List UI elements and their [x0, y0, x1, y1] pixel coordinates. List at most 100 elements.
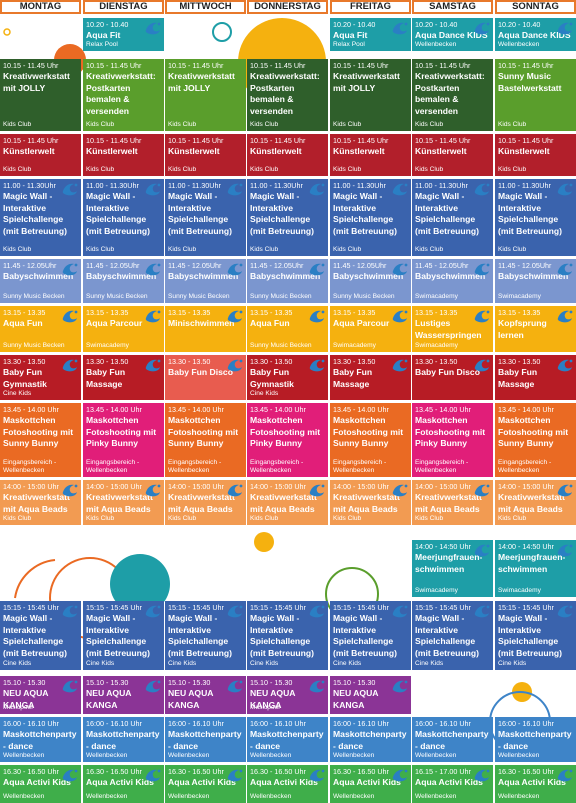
event-card[interactable]: 11.45 - 12.05Uhr Babyschwimmen Sunny Music… — [247, 259, 328, 303]
wave-icon — [473, 20, 491, 36]
event-card[interactable]: 10.15 - 11.45 Uhr Künstlerwelt Kids Club — [165, 134, 246, 176]
event-card[interactable]: 15:15 - 15:45 Uhr Magic Wall - Interaktiv… — [247, 601, 328, 670]
event-card[interactable]: 11.45 - 12.05Uhr Babyschwimmen Sunny Music… — [83, 259, 164, 303]
event-card[interactable]: 15.10 - 15.30 NEU AQUA KANGA — [165, 676, 246, 714]
event-card[interactable]: 13.45 - 14.00 Uhr Maskottchen Fotoshootin… — [412, 403, 493, 477]
event-card[interactable]: 14:00 - 15:00 Uhr Kreativwerkstatt mit Aq… — [247, 480, 328, 525]
event-card[interactable]: 13.15 - 13.35 Aqua Fun Sunny Music Becken — [0, 306, 81, 352]
event-card[interactable]: 10.15 - 11.45 Uhr Künstlerwelt Kids Club — [495, 134, 576, 176]
event-card[interactable]: 11.00 - 11.30Uhr Magic Wall - Interaktive… — [495, 179, 576, 256]
event-card[interactable]: 10.15 - 11.45 Uhr Kreativwerkstatt: Postk… — [83, 59, 164, 131]
event-card[interactable]: 14:00 - 15:00 Uhr Kreativwerkstatt mit Aq… — [330, 480, 411, 525]
event-card[interactable]: 10.15 - 11.45 Uhr Kreativwerkstatt mit JO… — [165, 59, 246, 131]
event-card[interactable]: 13.15 - 13.35 Lustiges Wasserspringen Swim… — [412, 306, 493, 352]
event-card[interactable]: 15.10 - 15.30 NEU AQUA KANGA Musicpool — [0, 676, 81, 714]
event-card[interactable]: 11.45 - 12.05Uhr Babyschwimmen Sunny Music… — [165, 259, 246, 303]
event-card[interactable]: 13.45 - 14.00 Uhr Maskottchen Fotoshootin… — [0, 403, 81, 477]
event-card[interactable]: 16.30 - 16.50 Uhr Aqua Activi Kids Wellenb… — [165, 765, 246, 803]
event-card[interactable]: 13.30 - 13.50 Baby Fun Massage — [495, 355, 576, 400]
event-card[interactable]: 13.15 - 13.35 Aqua Fun Sunny Music Becken — [247, 306, 328, 352]
event-card[interactable]: 13.30 - 13.50 Baby Fun Massage — [83, 355, 164, 400]
event-card[interactable]: 10.15 - 11.45 Uhr Künstlerwelt Kids Club — [412, 134, 493, 176]
event-card[interactable]: 16.30 - 16.50 Uhr Aqua Activi Kids Wellenb… — [330, 765, 411, 803]
event-card[interactable]: 13.15 - 13.35 Aqua Parcour Swimacademy — [83, 306, 164, 352]
event-card[interactable]: 10.15 - 11.45 Uhr Künstlerwelt Kids Club — [0, 134, 81, 176]
event-card[interactable]: 14:00 - 15:00 Uhr Kreativwerkstatt mit Aq… — [495, 480, 576, 525]
event-card[interactable]: 16:00 - 16.10 Uhr Maskottchenparty - danc… — [83, 717, 164, 762]
event-card[interactable]: 10.15 - 11.45 Uhr Künstlerwelt Kids Club — [83, 134, 164, 176]
event-card[interactable]: 14:00 - 15:00 Uhr Kreativwerkstatt mit Aq… — [412, 480, 493, 525]
event-card[interactable]: 11.45 - 12.05Uhr Babyschwimmen Sunny Music… — [330, 259, 411, 303]
event-card[interactable]: 13.30 - 13.50 Baby Fun Disco — [412, 355, 493, 400]
event-card[interactable]: 13.45 - 14.00 Uhr Maskottchen Fotoshootin… — [495, 403, 576, 477]
event-card[interactable]: 11.00 - 11.30Uhr Magic Wall - Interaktive… — [0, 179, 81, 256]
event-title: Aqua Activi Kids — [3, 777, 71, 787]
event-card[interactable]: 13.30 - 13.50 Baby Fun Gymnastik Cine Kids — [247, 355, 328, 400]
event-card[interactable]: 15:15 - 15:45 Uhr Magic Wall - Interaktiv… — [330, 601, 411, 670]
event-card[interactable]: 16.30 - 16.50 Uhr Aqua Activi Kids Wellenb… — [247, 765, 328, 803]
event-card[interactable]: 14:00 - 15:00 Uhr Kreativwerkstatt mit Aq… — [165, 480, 246, 525]
event-card[interactable]: 11.45 - 12.05Uhr Babyschwimmen Swimacademy — [412, 259, 493, 303]
event-card[interactable]: 10.15 - 11.45 Uhr Kreativwerkstatt mit JO… — [0, 59, 81, 131]
event-card[interactable]: 14:00 - 15:00 Uhr Kreativwerkstatt mit Aq… — [0, 480, 81, 525]
event-card[interactable]: 15.10 - 15.30 NEU AQUA KANGA — [330, 676, 411, 714]
event-card[interactable]: 10.15 - 11.45 Uhr Künstlerwelt Kids Club — [247, 134, 328, 176]
event-card[interactable]: 13.45 - 14.00 Uhr Maskottchen Fotoshootin… — [330, 403, 411, 477]
event-title: Baby Fun Massage — [498, 367, 538, 389]
event-card[interactable]: 10.15 - 11.45 Uhr Kreativwerkstatt: Postk… — [412, 59, 493, 131]
event-card[interactable]: 15:15 - 15:45 Uhr Magic Wall - Interaktiv… — [412, 601, 493, 670]
event-card[interactable]: 14:00 - 14:50 Uhr Meerjungfrauen- schwimm… — [495, 540, 576, 597]
event-card[interactable]: 16:00 - 16.10 Uhr Maskottchenparty - danc… — [412, 717, 493, 762]
event-title: Meerjungfrauen- schwimmen — [498, 552, 566, 574]
event-card[interactable]: 15:15 - 15:45 Uhr Magic Wall - Interaktiv… — [0, 601, 81, 670]
event-card[interactable]: 15:15 - 15:45 Uhr Magic Wall - Interaktiv… — [165, 601, 246, 670]
event-card[interactable]: 16.30 - 16.50 Uhr Aqua Activi Kids Wellenb… — [83, 765, 164, 803]
event-card[interactable]: 11.00 - 11.30Uhr Magic Wall - Interaktive… — [330, 179, 411, 256]
event-card[interactable]: 16.30 - 16.50 Uhr Aqua Activi Kids Wellenb… — [495, 765, 576, 803]
event-card[interactable]: 13.15 - 13.35 Minischwimmen — [165, 306, 246, 352]
event-card[interactable]: 16:00 - 16.10 Uhr Maskottchenparty - danc… — [495, 717, 576, 762]
event-title: Magic Wall - Interaktive Spielchallenge … — [86, 613, 150, 658]
event-card[interactable]: 16.00 - 16.10 Uhr Maskottchenparty - danc… — [0, 717, 81, 762]
event-card[interactable]: 10.20 - 10.40 Aqua Fit Relax Pool — [330, 18, 411, 51]
event-card[interactable]: 11.00 - 11.30Uhr Magic Wall - Interaktive… — [83, 179, 164, 256]
event-card[interactable]: 13.30 - 13.50 Baby Fun Massage — [330, 355, 411, 400]
event-time: 14:00 - 15:00 Uhr — [415, 482, 471, 491]
event-card[interactable]: 13.15 - 13.35 Kopfsprung lernen — [495, 306, 576, 352]
event-card[interactable]: 16.15 - 17.00 Uhr Aqua Activi Kids Wellenb… — [412, 765, 493, 803]
event-location: Wellenbecken — [250, 793, 292, 800]
event-time: 10.20 - 10.40 — [86, 20, 129, 29]
event-card[interactable]: 10.20 - 10.40 Aqua Dance KIDS Wellenbecken — [412, 18, 493, 51]
event-card[interactable]: 13.15 - 13.35 Aqua Parcour Swimacademy — [330, 306, 411, 352]
event-card[interactable]: 10.15 - 11.45 Uhr Kreativwerkstatt: Postk… — [247, 59, 328, 131]
event-card[interactable]: 13.45 - 14.00 Uhr Maskottchen Fotoshootin… — [247, 403, 328, 477]
event-card[interactable]: 13.45 - 14.00 Uhr Maskottchen Fotoshootin… — [83, 403, 164, 477]
event-card[interactable]: 15:15 - 15:45 Uhr Magic Wall - Interaktiv… — [83, 601, 164, 670]
event-card[interactable]: 11.00 - 11.30Uhr Magic Wall - Interaktive… — [165, 179, 246, 256]
event-card[interactable]: 16:00 - 16.10 Uhr Maskottchenparty - danc… — [165, 717, 246, 762]
event-card[interactable]: 14:00 - 14:50 Uhr Meerjungfrauen- schwimm… — [412, 540, 493, 597]
event-card[interactable]: 13.45 - 14.00 Uhr Maskottchen Fotoshootin… — [165, 403, 246, 477]
event-card[interactable]: 10.15 - 11.45 Uhr Kreativwerkstatt mit JO… — [330, 59, 411, 131]
event-card[interactable]: 16:00 - 16.10 Uhr Maskottchenparty - danc… — [330, 717, 411, 762]
event-time: 16.30 - 16.50 Uhr — [3, 767, 59, 776]
event-card[interactable]: 10.15 - 11.45 Uhr Künstlerwelt Kids Club — [330, 134, 411, 176]
event-card[interactable]: 11.45 - 12.05Uhr Babyschwimmen Swimacademy — [495, 259, 576, 303]
event-time: 15:15 - 15:45 Uhr — [498, 603, 554, 612]
event-card[interactable]: 14:00 - 15:00 Uhr Kreativwerkstatt mit Aq… — [83, 480, 164, 525]
event-card[interactable]: 13.30 - 13.50 Baby Fun Disco — [165, 355, 246, 400]
event-card[interactable]: 10.20 - 10.40 Aqua Fit Relax Pool — [83, 18, 164, 51]
event-time: 11.45 - 12.05Uhr — [498, 261, 552, 270]
event-card[interactable]: 15.10 - 15.30 NEU AQUA KANGA Musicpool — [247, 676, 328, 714]
event-card[interactable]: 16:00 - 16.10 Uhr Maskottchenparty - danc… — [247, 717, 328, 762]
event-card[interactable]: 10.15 - 11.45 Uhr Sunny Music Bastelwerks… — [495, 59, 576, 131]
event-card[interactable]: 11.00 - 11.30Uhr Magic Wall - Interaktive… — [247, 179, 328, 256]
event-card[interactable]: 11.00 - 11.30Uhr Magic Wall - Interaktive… — [412, 179, 493, 256]
event-card[interactable]: 13.30 - 13.50 Baby Fun Gymnastik Cine Kids — [0, 355, 81, 400]
wave-icon — [308, 357, 326, 373]
event-card[interactable]: 16.30 - 16.50 Uhr Aqua Activi Kids Wellenb… — [0, 765, 81, 803]
event-card[interactable]: 11.45 - 12.05Uhr Babyschwimmen Sunny Music… — [0, 259, 81, 303]
event-card[interactable]: 10.20 - 10.40 Aqua Dance KIDS Wellenbecken — [495, 18, 576, 51]
event-card[interactable]: 15.10 - 15.30 NEU AQUA KANGA — [83, 676, 164, 714]
event-card[interactable]: 15:15 - 15:45 Uhr Magic Wall - Interaktiv… — [495, 601, 576, 670]
